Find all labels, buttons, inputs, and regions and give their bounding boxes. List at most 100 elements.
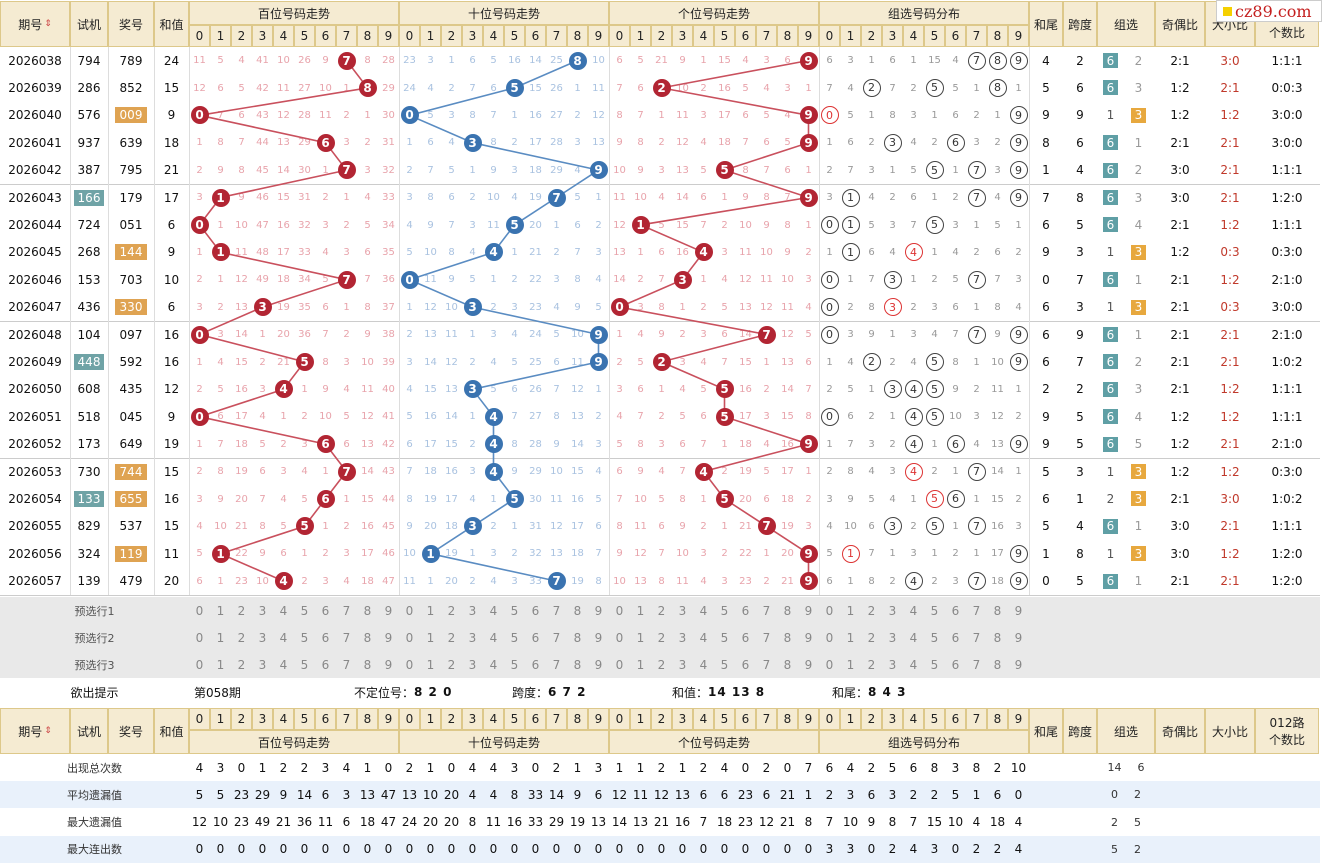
pred-digit-hundreds[interactable]: 7 bbox=[336, 651, 357, 678]
pred-digit-ones[interactable]: 3 bbox=[672, 651, 693, 678]
pred-digit-tens[interactable]: 8 bbox=[567, 624, 588, 651]
pred-digit-group[interactable]: 2 bbox=[861, 651, 882, 678]
pred-digit-tens[interactable]: 1 bbox=[420, 651, 441, 678]
pred-digit-group[interactable]: 8 bbox=[987, 651, 1008, 678]
pred-digit-hundreds[interactable]: 6 bbox=[315, 624, 336, 651]
pred-digit-group[interactable]: 8 bbox=[987, 597, 1008, 624]
pred-digit-tens[interactable]: 7 bbox=[546, 624, 567, 651]
pred-digit-hundreds[interactable]: 4 bbox=[273, 651, 294, 678]
pred-digit-hundreds[interactable]: 1 bbox=[210, 597, 231, 624]
pred-digit-ones[interactable]: 6 bbox=[735, 597, 756, 624]
pred-digit-ones[interactable]: 4 bbox=[693, 624, 714, 651]
pred-digit-tens[interactable]: 0 bbox=[399, 651, 420, 678]
pred-digit-hundreds[interactable]: 8 bbox=[357, 597, 378, 624]
pred-digit-group[interactable]: 9 bbox=[1008, 597, 1029, 624]
pred-digit-ones[interactable]: 6 bbox=[735, 624, 756, 651]
pred-digit-hundreds[interactable]: 8 bbox=[357, 651, 378, 678]
pred-digit-ones[interactable]: 5 bbox=[714, 624, 735, 651]
pred-digit-group[interactable]: 2 bbox=[861, 597, 882, 624]
pred-digit-hundreds[interactable]: 2 bbox=[231, 597, 252, 624]
pred-digit-tens[interactable]: 1 bbox=[420, 624, 441, 651]
site-logo[interactable]: cz89.com bbox=[1216, 0, 1322, 22]
pred-digit-tens[interactable]: 9 bbox=[588, 651, 609, 678]
pred-digit-ones[interactable]: 2 bbox=[651, 624, 672, 651]
pred-digit-group[interactable]: 8 bbox=[987, 624, 1008, 651]
pred-digit-tens[interactable]: 2 bbox=[441, 624, 462, 651]
pred-digit-group[interactable]: 6 bbox=[945, 624, 966, 651]
pred-digit-tens[interactable]: 4 bbox=[483, 651, 504, 678]
pred-digit-ones[interactable]: 2 bbox=[651, 651, 672, 678]
pred-digit-group[interactable]: 3 bbox=[882, 624, 903, 651]
pred-digit-tens[interactable]: 8 bbox=[567, 597, 588, 624]
pred-digit-tens[interactable]: 3 bbox=[462, 651, 483, 678]
pred-digit-hundreds[interactable]: 6 bbox=[315, 597, 336, 624]
pred-digit-group[interactable]: 9 bbox=[1008, 651, 1029, 678]
pred-digit-ones[interactable]: 3 bbox=[672, 597, 693, 624]
pred-digit-tens[interactable]: 7 bbox=[546, 597, 567, 624]
pred-digit-ones[interactable]: 9 bbox=[798, 597, 819, 624]
pred-digit-hundreds[interactable]: 5 bbox=[294, 597, 315, 624]
pred-digit-hundreds[interactable]: 5 bbox=[294, 651, 315, 678]
pred-digit-ones[interactable]: 4 bbox=[693, 651, 714, 678]
pred-digit-ones[interactable]: 6 bbox=[735, 651, 756, 678]
pred-digit-group[interactable]: 5 bbox=[924, 624, 945, 651]
pred-digit-hundreds[interactable]: 2 bbox=[231, 651, 252, 678]
pred-digit-tens[interactable]: 7 bbox=[546, 651, 567, 678]
pred-digit-hundreds[interactable]: 5 bbox=[294, 624, 315, 651]
pred-digit-ones[interactable]: 9 bbox=[798, 624, 819, 651]
pred-digit-group[interactable]: 6 bbox=[945, 651, 966, 678]
pred-digit-ones[interactable]: 2 bbox=[651, 597, 672, 624]
pred-digit-ones[interactable]: 5 bbox=[714, 597, 735, 624]
pred-digit-ones[interactable]: 1 bbox=[630, 651, 651, 678]
pred-digit-tens[interactable]: 2 bbox=[441, 597, 462, 624]
pred-digit-hundreds[interactable]: 3 bbox=[252, 624, 273, 651]
pred-digit-tens[interactable]: 6 bbox=[525, 597, 546, 624]
pred-digit-ones[interactable]: 8 bbox=[777, 624, 798, 651]
pred-digit-hundreds[interactable]: 9 bbox=[378, 624, 399, 651]
pred-digit-ones[interactable]: 7 bbox=[756, 597, 777, 624]
pred-digit-group[interactable]: 5 bbox=[924, 651, 945, 678]
pred-digit-hundreds[interactable]: 1 bbox=[210, 651, 231, 678]
header-period[interactable]: 期号 ⇕ bbox=[0, 1, 70, 47]
pred-digit-hundreds[interactable]: 8 bbox=[357, 624, 378, 651]
pred-digit-ones[interactable]: 0 bbox=[609, 597, 630, 624]
pred-digit-tens[interactable]: 3 bbox=[462, 624, 483, 651]
pred-digit-tens[interactable]: 2 bbox=[441, 651, 462, 678]
pred-digit-ones[interactable]: 4 bbox=[693, 597, 714, 624]
pred-digit-ones[interactable]: 8 bbox=[777, 651, 798, 678]
pred-digit-tens[interactable]: 5 bbox=[504, 651, 525, 678]
pred-digit-group[interactable]: 1 bbox=[840, 651, 861, 678]
pred-digit-group[interactable]: 3 bbox=[882, 651, 903, 678]
pred-digit-hundreds[interactable]: 7 bbox=[336, 624, 357, 651]
pred-digit-tens[interactable]: 0 bbox=[399, 624, 420, 651]
pred-digit-group[interactable]: 6 bbox=[945, 597, 966, 624]
pred-digit-ones[interactable]: 7 bbox=[756, 624, 777, 651]
pred-digit-tens[interactable]: 0 bbox=[399, 597, 420, 624]
pred-digit-hundreds[interactable]: 0 bbox=[189, 624, 210, 651]
pred-digit-ones[interactable]: 3 bbox=[672, 624, 693, 651]
pred-digit-group[interactable]: 5 bbox=[924, 597, 945, 624]
pred-digit-group[interactable]: 4 bbox=[903, 651, 924, 678]
pred-digit-hundreds[interactable]: 0 bbox=[189, 651, 210, 678]
pred-digit-ones[interactable]: 1 bbox=[630, 624, 651, 651]
pred-digit-tens[interactable]: 5 bbox=[504, 597, 525, 624]
pred-digit-group[interactable]: 0 bbox=[819, 651, 840, 678]
pred-digit-group[interactable]: 1 bbox=[840, 624, 861, 651]
pred-digit-hundreds[interactable]: 3 bbox=[252, 597, 273, 624]
pred-digit-group[interactable]: 4 bbox=[903, 624, 924, 651]
pred-digit-hundreds[interactable]: 3 bbox=[252, 651, 273, 678]
pred-digit-group[interactable]: 9 bbox=[1008, 624, 1029, 651]
pred-digit-ones[interactable]: 1 bbox=[630, 597, 651, 624]
pred-digit-group[interactable]: 0 bbox=[819, 624, 840, 651]
pred-digit-hundreds[interactable]: 7 bbox=[336, 597, 357, 624]
pred-digit-ones[interactable]: 7 bbox=[756, 651, 777, 678]
pred-digit-hundreds[interactable]: 2 bbox=[231, 624, 252, 651]
pred-digit-tens[interactable]: 9 bbox=[588, 624, 609, 651]
pred-digit-tens[interactable]: 6 bbox=[525, 624, 546, 651]
pred-digit-hundreds[interactable]: 9 bbox=[378, 651, 399, 678]
sort-arrows-icon[interactable]: ⇕ bbox=[44, 19, 52, 29]
pred-digit-group[interactable]: 4 bbox=[903, 597, 924, 624]
sort-arrows-icon[interactable]: ⇕ bbox=[44, 726, 52, 736]
pred-digit-hundreds[interactable]: 0 bbox=[189, 597, 210, 624]
pred-digit-hundreds[interactable]: 4 bbox=[273, 597, 294, 624]
